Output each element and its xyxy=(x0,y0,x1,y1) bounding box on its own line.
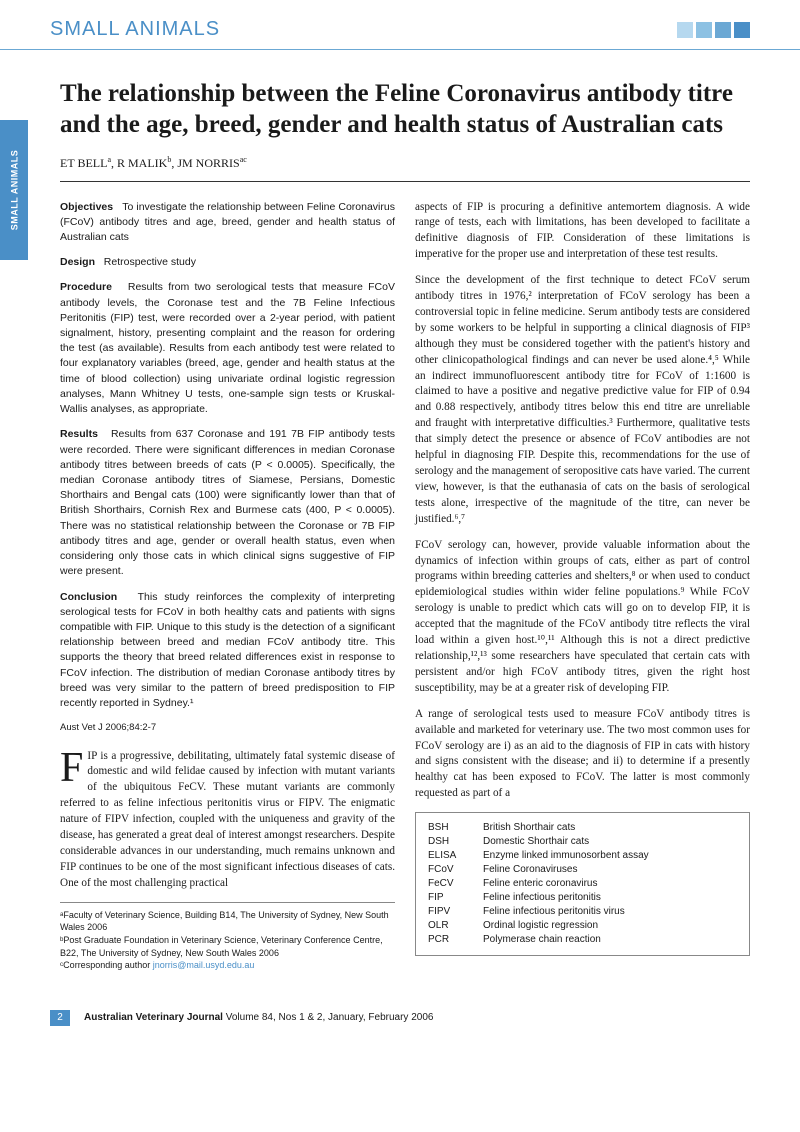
affil-c: ᶜCorresponding author jnorris@mail.usyd.… xyxy=(60,959,395,972)
body-p3: Since the development of the first techn… xyxy=(415,273,750,528)
abbrev-row: PCRPolymerase chain reaction xyxy=(428,933,737,947)
body-p2: aspects of FIP is procuring a definitive… xyxy=(415,200,750,264)
citation: Aust Vet J 2006;84:2-7 xyxy=(60,721,395,734)
abbrev-key: OLR xyxy=(428,919,483,933)
square-1 xyxy=(677,22,693,38)
decoration-squares xyxy=(677,22,750,38)
article-title: The relationship between the Feline Coro… xyxy=(60,78,750,141)
abbrev-value: Domestic Shorthair cats xyxy=(483,835,589,849)
affil-b: ᵇPost Graduate Foundation in Veterinary … xyxy=(60,934,395,959)
abbrev-key: FCoV xyxy=(428,863,483,877)
procedure-text: Results from two serological tests that … xyxy=(60,281,395,415)
abbrev-key: BSH xyxy=(428,821,483,835)
square-4 xyxy=(734,22,750,38)
square-3 xyxy=(715,22,731,38)
abbrev-row: OLROrdinal logistic regression xyxy=(428,919,737,933)
journal-name: Australian Veterinary Journal xyxy=(84,1012,223,1023)
design-label: Design xyxy=(60,256,95,268)
results-text: Results from 637 Coronase and 191 7B FIP… xyxy=(60,428,395,577)
page-footer: 2 Australian Veterinary Journal Volume 8… xyxy=(0,992,800,1050)
page-content: The relationship between the Feline Coro… xyxy=(0,50,800,992)
side-tab-label: SMALL ANIMALS xyxy=(9,150,19,231)
abstract-block: Objectives To investigate the relationsh… xyxy=(60,200,395,712)
abbrev-value: Feline infectious peritonitis xyxy=(483,891,601,905)
affil-c-prefix: ᶜCorresponding author xyxy=(60,960,153,970)
abbrev-value: Feline infectious peritonitis virus xyxy=(483,905,625,919)
abbrev-row: BSHBritish Shorthair cats xyxy=(428,821,737,835)
body-p5: A range of serological tests used to mea… xyxy=(415,707,750,802)
body-p1-text: IP is a progressive, debilitating, ultim… xyxy=(60,750,395,889)
abbrev-value: Polymerase chain reaction xyxy=(483,933,601,947)
footer-text: Australian Veterinary Journal Volume 84,… xyxy=(84,1012,433,1023)
side-tab: SMALL ANIMALS xyxy=(0,120,28,260)
abbrev-value: British Shorthair cats xyxy=(483,821,575,835)
body-p4: FCoV serology can, however, provide valu… xyxy=(415,538,750,697)
authors: ET BELLa, R MALIKb, JM NORRISac xyxy=(60,155,750,171)
dropcap: F xyxy=(60,749,87,787)
abbreviations-box: BSHBritish Shorthair catsDSHDomestic Sho… xyxy=(415,812,750,956)
abbrev-row: FCoVFeline Coronaviruses xyxy=(428,863,737,877)
abbrev-key: ELISA xyxy=(428,849,483,863)
two-column-body: Objectives To investigate the relationsh… xyxy=(60,200,750,972)
page-number: 2 xyxy=(50,1010,70,1026)
square-2 xyxy=(696,22,712,38)
abbrev-key: FIPV xyxy=(428,905,483,919)
procedure-label: Procedure xyxy=(60,281,112,293)
corresponding-email[interactable]: jnorris@mail.usyd.edu.au xyxy=(153,960,255,970)
abbrev-row: ELISAEnzyme linked immunosorbent assay xyxy=(428,849,737,863)
conclusion-text: This study reinforces the complexity of … xyxy=(60,591,395,710)
body-p1: FIP is a progressive, debilitating, ulti… xyxy=(60,749,395,892)
section-label: SMALL ANIMALS xyxy=(50,18,220,41)
conclusion-label: Conclusion xyxy=(60,591,117,603)
design-text: Retrospective study xyxy=(104,256,196,268)
abbrev-key: DSH xyxy=(428,835,483,849)
abbrev-value: Feline enteric coronavirus xyxy=(483,877,598,891)
abbrev-value: Ordinal logistic regression xyxy=(483,919,598,933)
title-divider xyxy=(60,181,750,182)
affiliations: ᵃFaculty of Veterinary Science, Building… xyxy=(60,902,395,972)
abbrev-value: Feline Coronaviruses xyxy=(483,863,578,877)
abbrev-value: Enzyme linked immunosorbent assay xyxy=(483,849,649,863)
abbrev-row: FeCVFeline enteric coronavirus xyxy=(428,877,737,891)
objectives-label: Objectives xyxy=(60,201,113,213)
affil-a: ᵃFaculty of Veterinary Science, Building… xyxy=(60,909,395,934)
results-label: Results xyxy=(60,428,98,440)
abbrev-row: FIPVFeline infectious peritonitis virus xyxy=(428,905,737,919)
abbrev-key: PCR xyxy=(428,933,483,947)
abbrev-key: FIP xyxy=(428,891,483,905)
section-header: SMALL ANIMALS xyxy=(0,0,800,50)
abbrev-row: FIPFeline infectious peritonitis xyxy=(428,891,737,905)
abbrev-row: DSHDomestic Shorthair cats xyxy=(428,835,737,849)
issue-info: Volume 84, Nos 1 & 2, January, February … xyxy=(223,1012,434,1023)
abbrev-key: FeCV xyxy=(428,877,483,891)
